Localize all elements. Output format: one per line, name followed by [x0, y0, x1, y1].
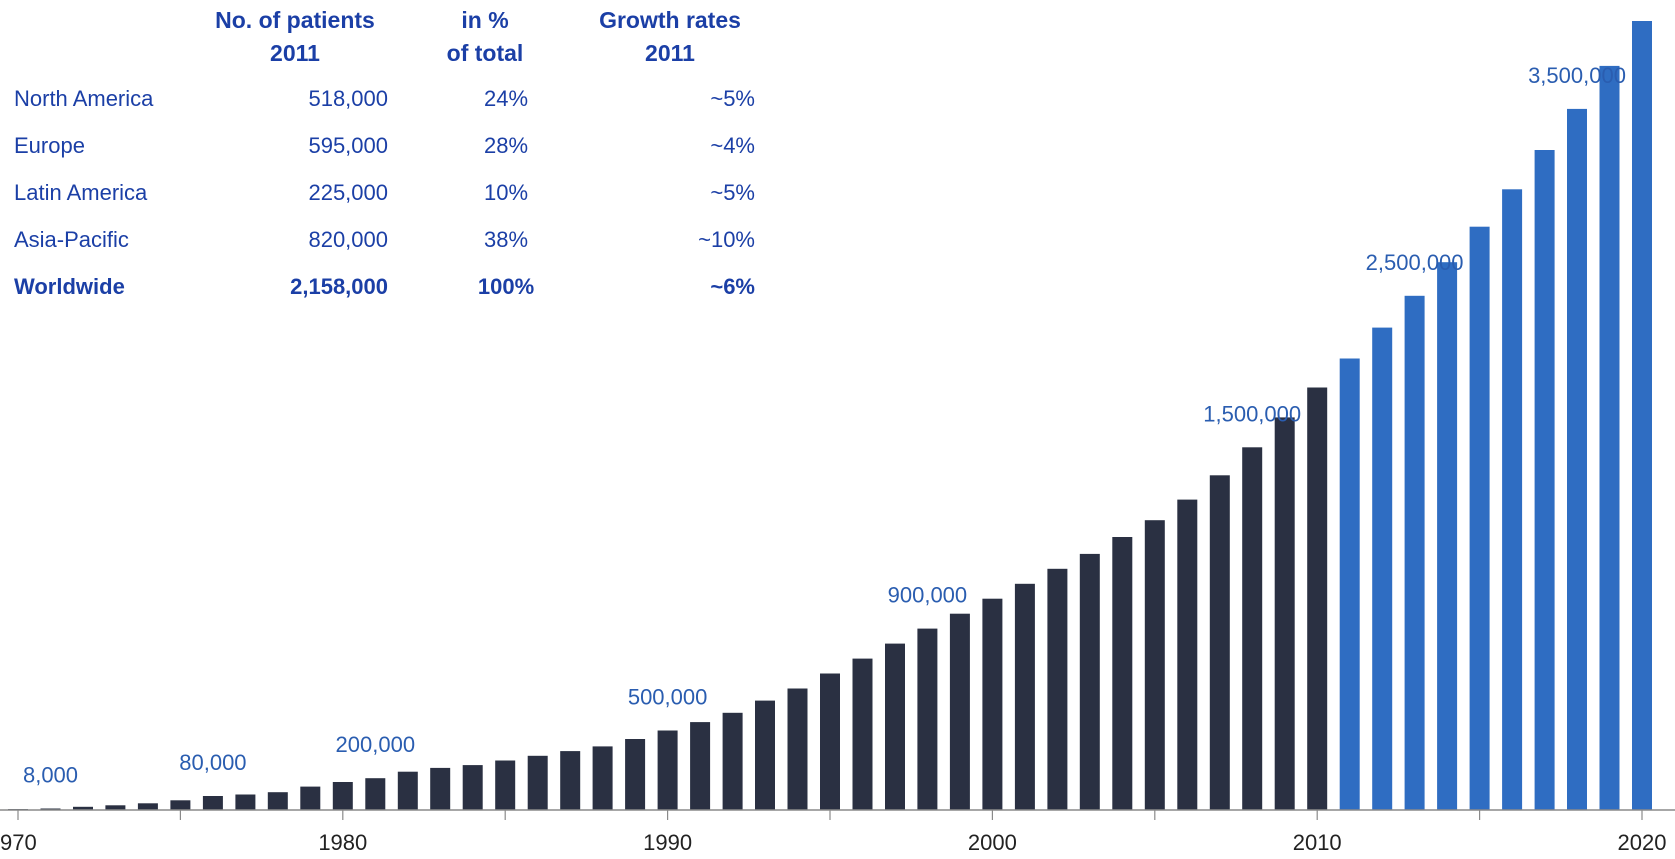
bar	[1599, 65, 1620, 810]
header-growth-line2: 2011	[645, 40, 695, 66]
bar	[462, 765, 483, 810]
bar	[1209, 475, 1230, 810]
growth-value: ~10%	[698, 227, 755, 252]
bar	[235, 794, 256, 810]
header-patients-line1: No. of patients	[215, 7, 375, 33]
bar	[560, 751, 581, 810]
x-tick-label: 1980	[318, 830, 367, 855]
data-label: 900,000	[888, 583, 968, 608]
table-row: Latin America 225,000 10% ~5%	[0, 178, 760, 208]
bar	[1144, 520, 1165, 810]
bar	[1437, 262, 1458, 810]
bar	[73, 806, 93, 810]
bar	[1567, 108, 1587, 810]
bar	[1274, 417, 1295, 810]
header-patients: No. of patients 2011	[180, 4, 410, 70]
bar	[820, 673, 840, 810]
bar	[1047, 568, 1068, 810]
bar	[1469, 226, 1490, 810]
patients-value: 225,000	[308, 180, 388, 205]
bar	[592, 746, 613, 810]
patients-value: 2,158,000	[290, 274, 388, 299]
header-percent-line2: of total	[446, 40, 524, 66]
bar	[202, 796, 223, 810]
patients-value: 518,000	[308, 86, 388, 111]
data-label: 3,500,000	[1528, 63, 1626, 88]
table-row: North America 518,000 24% ~5%	[0, 84, 760, 114]
x-tick-label: 2000	[968, 830, 1017, 855]
patients-value: 820,000	[308, 227, 388, 252]
bar	[1632, 21, 1652, 810]
bar	[625, 739, 646, 810]
growth-value: ~4%	[710, 133, 755, 158]
bar	[137, 803, 158, 810]
header-percent: in % of total	[420, 4, 550, 70]
bar	[657, 730, 678, 810]
percent-value: 10%	[483, 180, 529, 205]
bar	[1307, 387, 1328, 810]
bar	[917, 628, 938, 810]
percent-value: 100%	[477, 274, 535, 299]
bar	[105, 805, 126, 810]
bar	[495, 760, 516, 810]
bar	[527, 755, 548, 810]
bar	[852, 658, 873, 810]
growth-value: ~5%	[710, 86, 755, 111]
region-name: Latin America	[14, 180, 148, 205]
growth-value: ~5%	[710, 180, 755, 205]
header-percent-line1: in %	[461, 7, 509, 33]
x-tick-label: 2020	[1618, 830, 1667, 855]
bar	[1112, 537, 1133, 810]
data-label: 200,000	[336, 732, 416, 757]
region-name: Worldwide	[14, 274, 125, 299]
bar	[397, 771, 418, 810]
bar	[332, 782, 353, 810]
data-label: 80,000	[179, 750, 246, 775]
percent-value: 24%	[483, 86, 529, 111]
bar	[1502, 189, 1523, 811]
bar	[722, 712, 743, 810]
bar	[267, 792, 288, 810]
bar	[755, 700, 775, 810]
header-patients-line2: 2011	[270, 40, 320, 66]
bar	[1534, 150, 1555, 810]
bar	[1404, 295, 1425, 810]
bar	[300, 786, 321, 810]
data-label: 2,500,000	[1366, 250, 1464, 275]
header-growth: Growth rates 2011	[570, 4, 770, 70]
bar	[430, 767, 451, 810]
bar	[690, 722, 711, 810]
header-growth-line1: Growth rates	[599, 7, 741, 33]
x-tick-label: 970	[0, 830, 37, 855]
region-name: Asia-Pacific	[14, 227, 129, 252]
data-label: 1,500,000	[1203, 401, 1301, 426]
data-label: 500,000	[628, 685, 708, 710]
bar	[885, 643, 905, 810]
table-row: Europe 595,000 28% ~4%	[0, 131, 760, 161]
bar	[365, 778, 386, 810]
patients-value: 595,000	[308, 133, 388, 158]
growth-value: ~6%	[710, 274, 755, 299]
bar	[1339, 358, 1360, 810]
bar	[1014, 583, 1035, 810]
bar	[787, 688, 808, 810]
table-row-total: Worldwide 2,158,000 100% ~6%	[0, 272, 760, 302]
region-name: North America	[14, 86, 154, 111]
bar	[949, 613, 970, 810]
region-name: Europe	[14, 133, 85, 158]
data-label: 8,000	[23, 763, 78, 788]
x-tick-label: 1990	[643, 830, 692, 855]
x-tick-label: 2010	[1293, 830, 1342, 855]
percent-value: 28%	[483, 133, 529, 158]
bar	[1177, 499, 1198, 810]
bar	[1079, 553, 1100, 810]
bar	[982, 598, 1003, 810]
bar	[1372, 327, 1393, 810]
percent-value: 38%	[483, 227, 529, 252]
bar	[1242, 447, 1263, 810]
bar	[170, 800, 191, 810]
table-row: Asia-Pacific 820,000 38% ~10%	[0, 225, 760, 255]
